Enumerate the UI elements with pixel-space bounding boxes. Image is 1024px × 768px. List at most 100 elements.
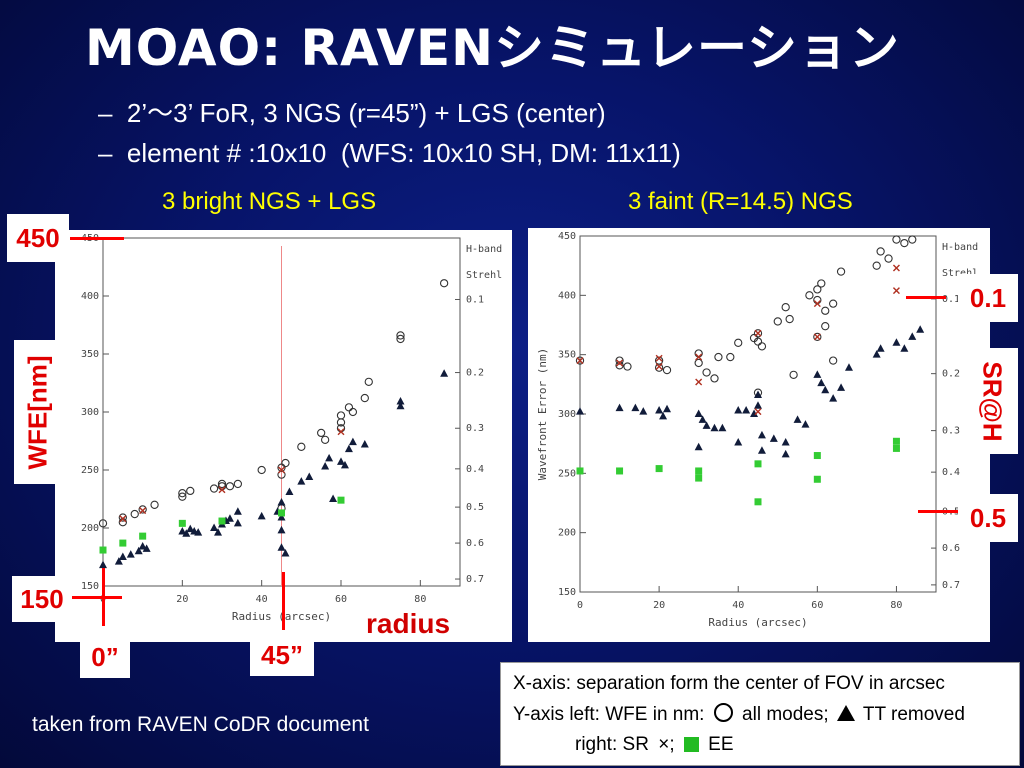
wfe-all-modes-point [908, 235, 917, 244]
wfe-tt-removed-point [142, 544, 151, 552]
x-0-label: 0” [80, 636, 130, 678]
legend-ee-text: EE [708, 734, 734, 755]
wfe-tt-removed-point [801, 420, 810, 428]
wfe-all-modes-point [785, 314, 794, 324]
sr-axis-label: SR@H [977, 360, 1008, 442]
strehl-cross-stroke [695, 353, 703, 361]
radius-label: radius [366, 608, 451, 639]
x-tick-label: 40 [256, 594, 268, 605]
ee-point [695, 474, 703, 482]
wfe-tt-removed-point [297, 477, 306, 485]
legend-all-modes-text: all modes; [742, 704, 829, 725]
y-tick-label: 300 [558, 409, 576, 420]
right-tick-label: 0.1 [466, 294, 484, 305]
wfe-all-modes-point [348, 407, 358, 417]
wfe-tt-removed-point [138, 542, 147, 550]
y-tick-label: 150 [81, 581, 99, 592]
wfe-all-modes-point [710, 374, 719, 383]
legend-y-axis-text: Y-axis left: WFE in nm: [513, 704, 705, 725]
y-tick-label: 400 [558, 290, 576, 301]
strehl-cross-stroke [655, 354, 663, 362]
wfe-tt-removed-point [754, 390, 762, 399]
wfe-tt-removed-point [396, 397, 405, 405]
wfe-all-modes-point [813, 285, 822, 294]
strehl-cross-stroke [119, 515, 127, 523]
wfe-all-modes-point [773, 317, 782, 326]
wfe-all-modes-point [178, 492, 187, 501]
x-0-marker-line [102, 568, 105, 626]
wfe-all-modes-point [892, 235, 901, 244]
wfe-tt-removed-point [742, 405, 751, 414]
right-tick-label: 0.2 [942, 369, 960, 380]
y-tick-label: 200 [558, 528, 576, 539]
strehl-point [655, 354, 663, 362]
right-tick-label: 0.1 [942, 294, 960, 305]
wfe-tt-removed-point [757, 446, 766, 454]
y-tick-label: 200 [81, 523, 99, 534]
strehl-point [754, 408, 762, 416]
wfe-tt-removed-point [329, 494, 338, 502]
x-tick-label: 0 [577, 600, 583, 611]
wfe-all-modes-point [277, 470, 286, 479]
y-axis-label: Wavefront Error (nm) [536, 348, 549, 480]
wfe-tt-removed-point [178, 526, 187, 535]
source-footer: taken from RAVEN CoDR document [32, 713, 369, 736]
wfe-all-modes-point [281, 458, 290, 468]
right-axis-title: H-band [942, 242, 978, 253]
wfe-tt-removed-point [126, 550, 135, 558]
right-tick-label: 0.3 [942, 426, 960, 437]
wfe-all-modes-point [150, 500, 159, 509]
wfe-tt-removed-point [344, 444, 353, 453]
wfe-tt-removed-point [348, 437, 357, 446]
wfe-all-modes-point [623, 362, 632, 371]
strehl-point [655, 363, 663, 371]
wfe-all-modes-point [360, 393, 369, 403]
wfe-tt-removed-point [277, 497, 286, 506]
wfe-tt-removed-point [118, 552, 127, 560]
x-axis-label: Radius (arcsec) [232, 610, 331, 623]
wfe-tt-removed-point [615, 403, 624, 412]
y-150-marker-line [72, 596, 122, 599]
legend-line-right-axis: right: SR ×; EE [575, 734, 734, 756]
wfe-tt-removed-point [702, 421, 711, 429]
left-scatter-chart: 020406080150200250300350400450H-bandStre… [81, 233, 502, 623]
strehl-cross-stroke [337, 428, 345, 436]
wfe-all-modes-point [836, 267, 846, 276]
y-150-label: 150 [12, 576, 72, 622]
wfe-tt-removed-point [655, 405, 664, 414]
wfe-tt-removed-point [305, 472, 314, 480]
right-tick-label: 0.6 [942, 543, 960, 554]
wfe-all-modes-point [138, 505, 147, 514]
wfe-tt-removed-point [360, 439, 369, 448]
wfe-all-modes-point [257, 465, 266, 475]
wfe-tt-removed-point [837, 383, 846, 391]
wfe-tt-removed-point [639, 407, 648, 415]
wfe-all-modes-point [178, 489, 187, 498]
wfe-all-modes-point [734, 338, 743, 347]
wfe-all-modes-point [217, 479, 227, 489]
wfe-tt-removed-point [281, 549, 290, 557]
wfe-all-modes-point [396, 331, 405, 340]
wfe-all-modes-point [336, 411, 346, 420]
wfe-tt-removed-point [186, 524, 195, 533]
right-chart-panel: 0 20 40 60 80 150 200 250 300 350 400 450 H-band Stre… [528, 228, 990, 642]
x-tick-label: 60 [811, 600, 823, 611]
y-tick-label: 300 [81, 407, 99, 418]
wfe-tt-removed-point [734, 405, 743, 414]
strehl-point [218, 486, 226, 494]
wfe-all-modes-point [884, 254, 893, 263]
x-tick-label: 40 [732, 600, 744, 611]
strehl-point [695, 378, 703, 386]
wfe-tt-removed-point [233, 518, 242, 527]
strehl-point [576, 357, 584, 365]
wfe-tt-removed-point [718, 423, 727, 432]
wfe-tt-removed-point [659, 411, 668, 420]
wfe-all-modes-point [118, 513, 127, 522]
legend-separator: ; [669, 734, 675, 755]
plot-frame [579, 235, 937, 593]
wfe-all-modes-point [439, 279, 449, 288]
triangle-icon [836, 705, 855, 721]
wfe-all-modes-point [344, 403, 354, 412]
wfe-tt-removed-point [781, 437, 790, 446]
wfe-all-modes-point [821, 306, 830, 315]
